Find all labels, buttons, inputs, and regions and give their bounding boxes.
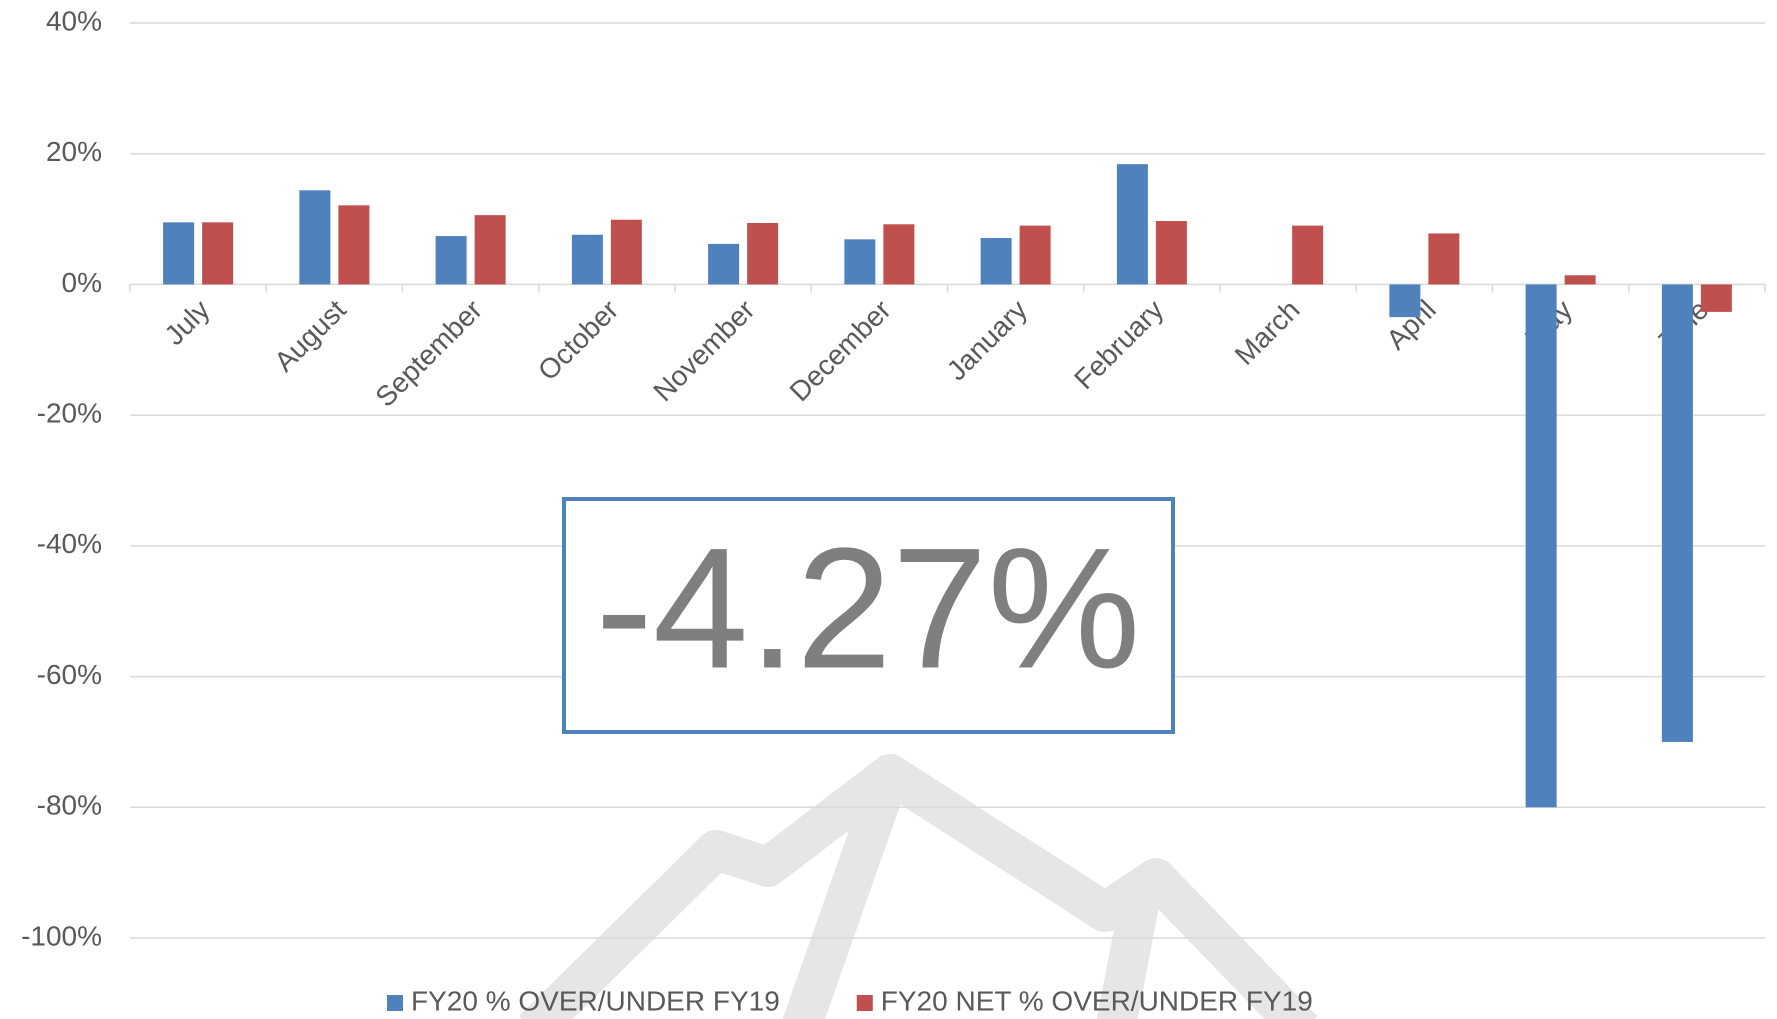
bar — [1525, 284, 1557, 808]
mountain-ridge — [782, 767, 909, 1019]
x-tick-label: December — [784, 294, 897, 407]
x-tick-label: September — [369, 294, 488, 413]
annotation: -4.27% — [596, 512, 1141, 704]
bar — [1019, 225, 1051, 285]
legend-label: FY20 NET % OVER/UNDER FY19 — [881, 985, 1313, 1016]
y-tick-label: -100% — [21, 920, 102, 951]
bar — [1292, 225, 1324, 285]
x-tick-label: January — [941, 294, 1033, 386]
bar — [474, 215, 506, 285]
bar — [1389, 284, 1421, 318]
x-tick-label: February — [1068, 294, 1169, 395]
mountain-outline — [518, 754, 1318, 1019]
bar — [1700, 284, 1732, 312]
bar — [610, 219, 642, 285]
watermark — [518, 754, 1318, 1019]
bar — [1661, 284, 1693, 742]
legend-swatch — [856, 995, 873, 1011]
y-tick-label: -20% — [37, 398, 102, 429]
bar — [202, 222, 234, 285]
legend-label: FY20 % OVER/UNDER FY19 — [411, 985, 780, 1016]
bar — [163, 222, 195, 285]
bar — [1116, 164, 1148, 285]
bar — [1155, 221, 1187, 285]
mountain-ridge — [1096, 896, 1160, 1019]
bar — [435, 236, 467, 285]
y-tick-label: -40% — [37, 528, 102, 559]
bar — [883, 224, 915, 285]
bar — [338, 205, 370, 285]
annotation-box — [562, 497, 1175, 734]
y-tick-label: -60% — [37, 659, 102, 690]
y-tick-label: -80% — [37, 790, 102, 821]
bar — [844, 239, 876, 285]
bar — [708, 243, 740, 285]
x-tick-label: March — [1229, 294, 1306, 371]
bar — [299, 190, 331, 285]
bar — [747, 222, 779, 285]
bar — [1428, 233, 1460, 285]
bar — [571, 234, 603, 285]
y-tick-label: 40% — [46, 5, 102, 36]
x-tick-label: August — [268, 294, 352, 378]
bar — [1564, 275, 1596, 285]
legend-swatch — [387, 995, 403, 1011]
y-tick-label: 20% — [46, 136, 102, 167]
bar — [980, 238, 1012, 285]
x-tick-label: July — [158, 294, 215, 351]
x-tick-label: November — [647, 294, 760, 407]
y-tick-label: 0% — [62, 267, 102, 298]
x-tick-label: October — [532, 294, 624, 386]
